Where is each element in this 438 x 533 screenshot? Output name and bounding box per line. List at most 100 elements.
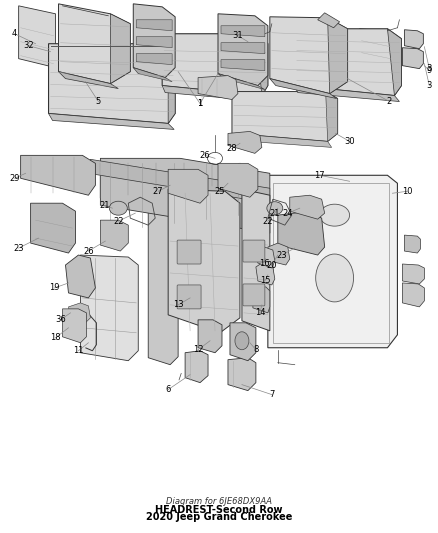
Text: 22: 22 (113, 216, 124, 225)
Text: 9: 9 (427, 66, 432, 75)
Polygon shape (168, 169, 208, 203)
Polygon shape (110, 14, 130, 84)
Text: Diagram for 6JE68DX9AA: Diagram for 6JE68DX9AA (166, 497, 272, 506)
Text: 3: 3 (427, 81, 432, 90)
FancyBboxPatch shape (243, 284, 265, 306)
Polygon shape (360, 29, 392, 66)
Polygon shape (232, 133, 332, 148)
Polygon shape (242, 189, 270, 331)
Text: 11: 11 (73, 346, 84, 355)
Text: 4: 4 (12, 29, 17, 38)
Polygon shape (228, 358, 256, 391)
Text: 32: 32 (23, 41, 34, 50)
FancyBboxPatch shape (177, 285, 201, 309)
Text: 23: 23 (13, 244, 24, 253)
Polygon shape (403, 47, 424, 69)
Polygon shape (133, 68, 172, 82)
Polygon shape (221, 43, 265, 54)
Polygon shape (404, 235, 420, 253)
Polygon shape (148, 175, 178, 365)
Polygon shape (162, 34, 268, 95)
Text: 24: 24 (283, 209, 293, 217)
Ellipse shape (320, 204, 350, 226)
Text: 2: 2 (387, 97, 392, 106)
Polygon shape (404, 30, 424, 49)
Polygon shape (268, 243, 290, 265)
Polygon shape (31, 203, 75, 253)
FancyBboxPatch shape (243, 240, 265, 262)
Polygon shape (403, 283, 424, 307)
Text: 15: 15 (260, 277, 270, 286)
Text: 25: 25 (215, 187, 225, 196)
Ellipse shape (110, 201, 127, 215)
Text: 29: 29 (9, 174, 20, 183)
Polygon shape (230, 323, 256, 361)
Polygon shape (81, 255, 138, 361)
Text: 5: 5 (96, 97, 101, 106)
Polygon shape (19, 6, 56, 68)
Polygon shape (21, 155, 95, 195)
Polygon shape (66, 255, 95, 298)
Polygon shape (68, 303, 90, 323)
Polygon shape (136, 37, 172, 47)
Text: 22: 22 (263, 216, 273, 225)
Text: 6: 6 (166, 385, 171, 394)
Polygon shape (232, 92, 338, 141)
Polygon shape (59, 4, 130, 84)
Ellipse shape (316, 254, 353, 302)
Polygon shape (185, 351, 208, 383)
Polygon shape (270, 78, 337, 99)
Polygon shape (253, 287, 270, 313)
Polygon shape (49, 114, 174, 130)
Text: 13: 13 (173, 301, 184, 309)
Polygon shape (318, 13, 339, 28)
Polygon shape (403, 264, 424, 284)
Polygon shape (278, 211, 325, 255)
Polygon shape (326, 92, 338, 141)
Text: 31: 31 (233, 31, 243, 40)
Text: HEADREST-Second Row: HEADREST-Second Row (155, 505, 283, 515)
Polygon shape (63, 309, 86, 343)
Polygon shape (256, 34, 268, 95)
Polygon shape (133, 4, 175, 78)
Text: 19: 19 (49, 284, 60, 293)
Polygon shape (59, 71, 118, 88)
Polygon shape (168, 189, 240, 333)
Polygon shape (218, 163, 258, 197)
Polygon shape (221, 26, 265, 37)
Text: 17: 17 (314, 171, 325, 180)
Text: 1: 1 (198, 99, 203, 108)
Polygon shape (162, 86, 266, 101)
Text: 18: 18 (50, 333, 61, 342)
Text: 2020 Jeep Grand Cherokee: 2020 Jeep Grand Cherokee (146, 512, 292, 522)
Polygon shape (290, 195, 325, 219)
Polygon shape (198, 320, 222, 353)
Ellipse shape (267, 201, 283, 215)
Polygon shape (136, 20, 172, 31)
Polygon shape (88, 159, 270, 203)
Text: 36: 36 (55, 316, 66, 324)
Text: 21: 21 (269, 209, 280, 217)
Text: 30: 30 (344, 137, 355, 146)
Polygon shape (136, 54, 172, 64)
Polygon shape (228, 132, 262, 154)
Polygon shape (198, 76, 238, 100)
Polygon shape (295, 86, 399, 101)
Polygon shape (388, 29, 401, 95)
Polygon shape (100, 158, 270, 233)
Polygon shape (218, 14, 268, 86)
Text: 7: 7 (269, 390, 275, 399)
Text: 21: 21 (99, 201, 110, 209)
Text: 1: 1 (198, 99, 203, 108)
Text: 12: 12 (193, 345, 203, 354)
Polygon shape (49, 44, 175, 124)
Text: 20: 20 (267, 261, 277, 270)
Text: 10: 10 (402, 187, 413, 196)
Text: 27: 27 (153, 187, 163, 196)
Polygon shape (218, 74, 265, 90)
Text: 23: 23 (276, 251, 287, 260)
Polygon shape (221, 60, 265, 71)
Polygon shape (100, 220, 128, 251)
Text: 8: 8 (253, 345, 258, 354)
Polygon shape (270, 17, 348, 94)
